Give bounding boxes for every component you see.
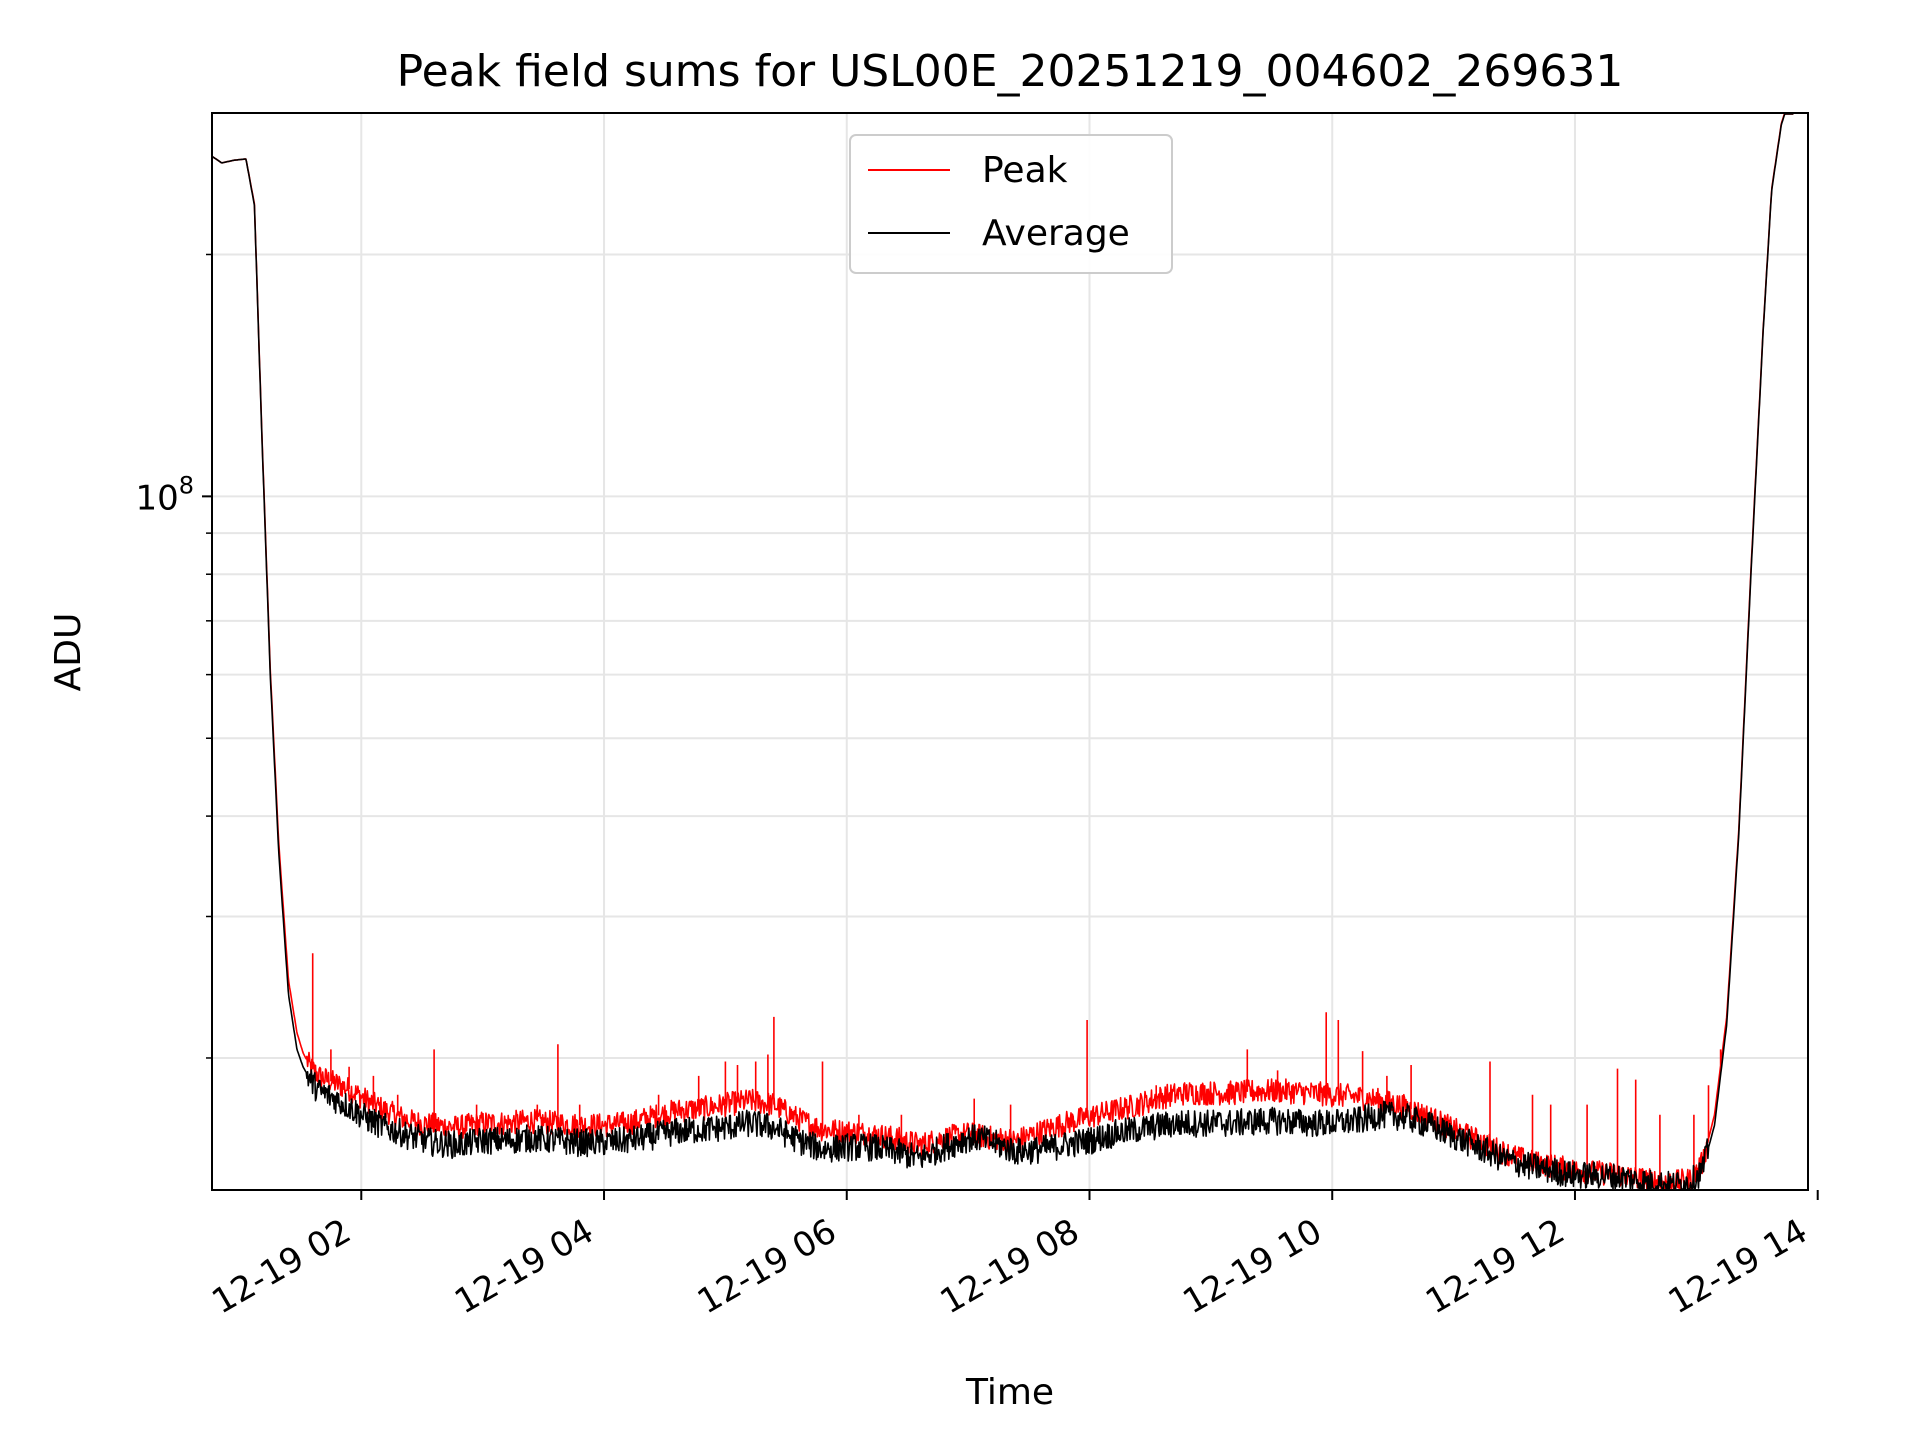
y-tick-label: 108 bbox=[135, 471, 194, 518]
legend: Peak Average bbox=[849, 134, 1173, 274]
y-axis: 108 bbox=[135, 253, 212, 1059]
legend-average-label: Average bbox=[982, 213, 1130, 254]
legend-peak-label: Peak bbox=[982, 150, 1068, 191]
series-lines bbox=[211, 113, 1794, 1190]
plot-frame bbox=[211, 112, 1809, 1191]
chart-title: Peak field sums for USL00E_20251219_0046… bbox=[397, 46, 1624, 97]
y-axis-label: ADU bbox=[48, 613, 89, 692]
peak-series-line bbox=[211, 113, 1794, 1190]
average-series-line bbox=[211, 113, 1794, 1190]
x-axis-label: Time bbox=[965, 1372, 1054, 1413]
plot-area bbox=[212, 113, 1808, 1190]
